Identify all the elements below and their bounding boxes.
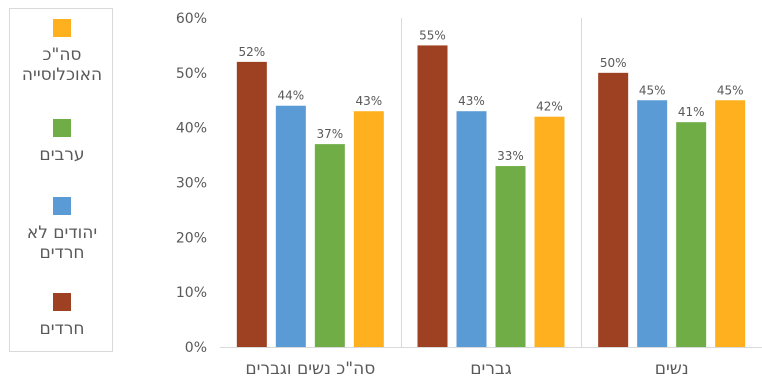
y-tick-label: 30% [176,176,207,192]
bar [598,72,629,347]
y-tick-label: 60% [176,11,207,27]
y-tick-label: 40% [176,121,207,137]
bar [534,116,565,347]
x-category-label: גברים [470,359,512,379]
legend-label-haredim: חרדים [39,319,85,339]
legend-item-non-haredi-jews: יהודים לא חרדים [10,197,114,263]
legend-label-non-haredi-jews: יהודים לא חרדים [26,223,98,263]
data-label: 45% [639,83,666,97]
legend-item-arabs: ערבים [10,119,114,165]
data-label: 44% [277,89,304,103]
bar [715,100,746,347]
bar [637,100,668,347]
legend-label-total-population: סה"כ האוכלוסייה [21,45,103,85]
data-label: 55% [419,28,446,42]
bar [495,166,526,347]
bar [236,61,267,347]
legend-item-total-population: סה"כ האוכלוסייה [10,19,114,85]
data-label: 45% [717,83,744,97]
data-label: 43% [458,94,485,108]
data-label: 50% [600,56,627,70]
legend-swatch-haredim [53,293,71,311]
y-tick-label: 10% [176,285,207,301]
y-tick-label: 20% [176,230,207,246]
legend-swatch-total-population [53,19,71,37]
data-label: 43% [355,94,382,108]
bar [275,105,306,347]
data-label: 33% [497,149,524,163]
legend-item-haredim: חרדים [10,293,114,339]
bar [417,45,448,348]
bar [456,111,487,347]
data-label: 42% [536,100,563,114]
bar [314,144,345,347]
data-label: 37% [316,127,343,141]
legend: סה"כ האוכלוסייה ערבים יהודים לא חרדים חר… [9,8,113,352]
data-label: 41% [678,105,705,119]
y-tick-label: 0% [185,340,207,356]
data-label: 52% [238,45,265,59]
x-category-label: סה"כ נשים וגברים [245,359,375,379]
bar [353,111,384,347]
x-category-label: נשים [655,359,689,379]
bar [676,122,707,347]
y-tick-label: 50% [176,66,207,82]
legend-swatch-non-haredi-jews [53,197,71,215]
legend-label-arabs: ערבים [39,145,85,165]
legend-swatch-arabs [53,119,71,137]
